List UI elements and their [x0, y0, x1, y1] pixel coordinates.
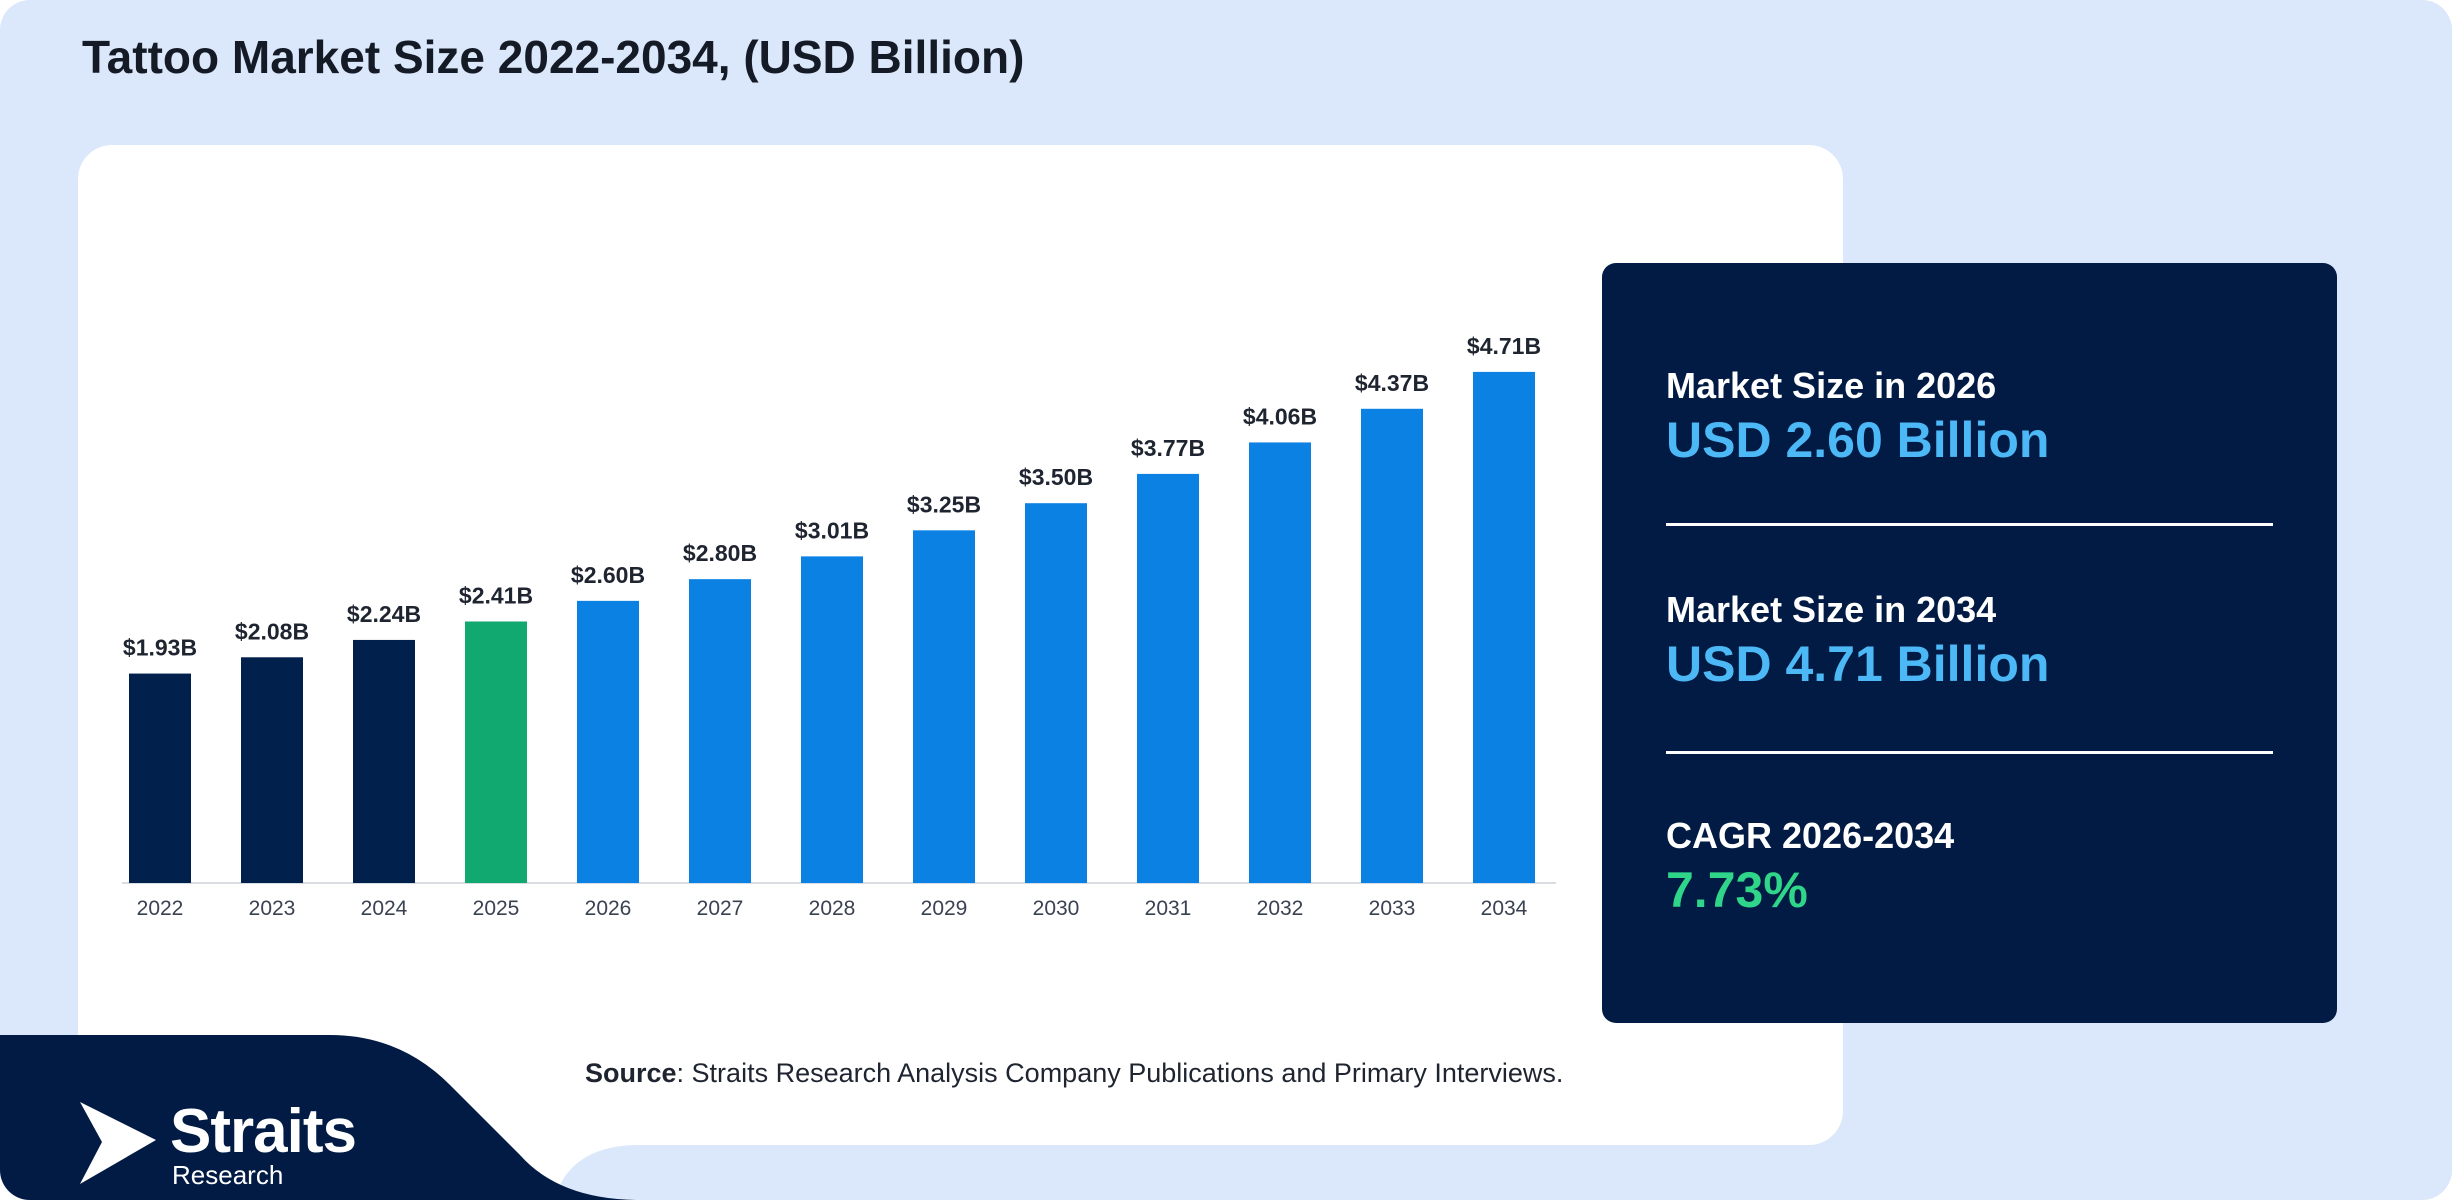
bar-2029 — [913, 530, 975, 883]
stat-label: CAGR 2026-2034 — [1666, 815, 1955, 856]
data-label-2034: $4.71B — [1467, 333, 1541, 359]
source-prefix: Source — [585, 1058, 677, 1088]
data-label-2023: $2.08B — [235, 618, 309, 644]
data-label-2027: $2.80B — [683, 540, 757, 566]
data-label-2028: $3.01B — [795, 517, 869, 543]
x-tick-label-2027: 2027 — [697, 897, 744, 920]
stat-value: USD 4.71 Billion — [1666, 636, 2050, 692]
logo-arrow-icon — [80, 1102, 156, 1184]
stat-label: Market Size in 2026 — [1666, 365, 1997, 406]
bar-2023 — [241, 657, 303, 883]
data-label-2025: $2.41B — [459, 582, 533, 608]
data-label-2024: $2.24B — [347, 601, 421, 627]
stat-divider — [1666, 523, 2273, 526]
chart-card: $1.93B 2022 $2.08B 2023 $2.24B 2024 $2.41B 2025… — [78, 145, 1843, 1145]
x-tick-label-2032: 2032 — [1257, 897, 1304, 920]
bar-2027 — [689, 579, 751, 883]
data-label-2022: $1.93B — [123, 635, 197, 661]
logo-name: Straits — [170, 1097, 357, 1166]
stat-value: USD 2.60 Billion — [1666, 412, 2050, 468]
bar-2024 — [353, 639, 415, 883]
stat-cagr: CAGR 2026-2034 7.73% — [1666, 815, 1954, 919]
bar-2025 — [465, 621, 527, 883]
white-wave-shape — [330, 1035, 1843, 1200]
data-label-2033: $4.37B — [1355, 370, 1429, 396]
data-label-2032: $4.06B — [1243, 403, 1317, 429]
straits-logo: Straits Research — [78, 1097, 398, 1190]
bar-2022 — [129, 673, 191, 883]
logo-subtitle: Research — [172, 1160, 284, 1190]
x-tick-label-2029: 2029 — [921, 897, 968, 920]
bar-chart: $1.93B 2022 $2.08B 2023 $2.24B 2024 $2.41B 2025… — [122, 333, 1556, 920]
stat-market-size-2034: Market Size in 2034 USD 4.71 Billion — [1666, 589, 2049, 693]
x-tick-label-2026: 2026 — [585, 897, 632, 920]
stat-label: Market Size in 2034 — [1666, 589, 1997, 630]
x-tick-label-2025: 2025 — [473, 897, 520, 920]
x-tick-label-2028: 2028 — [809, 897, 856, 920]
x-tick-label-2034: 2034 — [1481, 897, 1528, 920]
source-text: : Straits Research Analysis Company Publ… — [676, 1058, 1564, 1088]
bar-2031 — [1137, 473, 1199, 883]
data-label-2031: $3.77B — [1131, 435, 1205, 461]
bar-2032 — [1249, 442, 1311, 883]
x-tick-label-2023: 2023 — [249, 897, 296, 920]
stat-market-size-2026: Market Size in 2026 USD 2.60 Billion — [1666, 365, 2049, 469]
bar-2030 — [1025, 503, 1087, 883]
stat-divider — [1666, 751, 2273, 754]
x-tick-label-2024: 2024 — [361, 897, 408, 920]
bar-2033 — [1361, 408, 1423, 883]
x-tick-label-2033: 2033 — [1369, 897, 1416, 920]
data-label-2030: $3.50B — [1019, 464, 1093, 490]
navy-wave-shape — [0, 1035, 640, 1200]
stat-value: 7.73% — [1666, 862, 1808, 918]
page-title: Tattoo Market Size 2022-2034, (USD Billi… — [82, 31, 1025, 83]
bottom-band — [0, 1035, 1843, 1200]
x-tick-label-2022: 2022 — [137, 897, 184, 920]
bar-2034 — [1473, 371, 1535, 883]
stats-panel: Market Size in 2026 USD 2.60 Billion Mar… — [1602, 263, 2337, 1023]
source-note: Source: Straits Research Analysis Compan… — [585, 1058, 1563, 1089]
data-label-2026: $2.60B — [571, 562, 645, 588]
x-tick-label-2030: 2030 — [1033, 897, 1080, 920]
bar-2026 — [577, 600, 639, 883]
x-tick-label-2031: 2031 — [1145, 897, 1192, 920]
data-label-2029: $3.25B — [907, 491, 981, 517]
bar-2028 — [801, 556, 863, 883]
